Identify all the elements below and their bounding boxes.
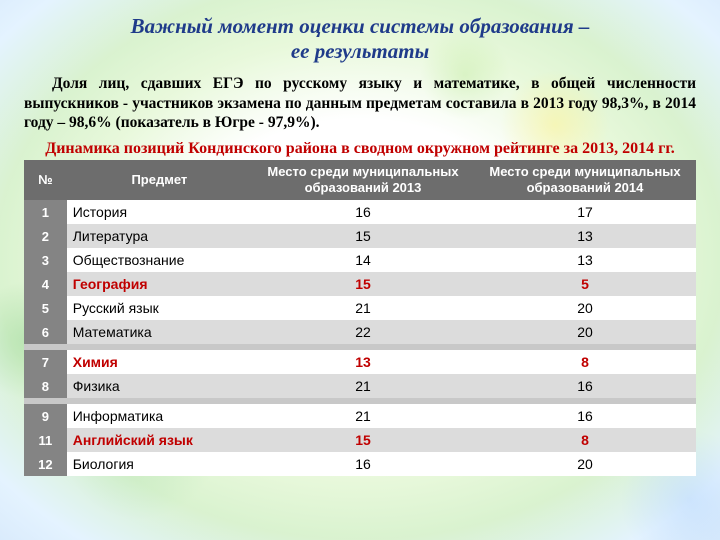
row-value-2013: 15 [252,272,474,296]
row-value-2013: 22 [252,320,474,344]
row-value-2014: 20 [474,452,696,476]
row-value-2013: 13 [252,350,474,374]
table-row: 3Обществознание1413 [24,248,696,272]
row-value-2014: 17 [474,200,696,224]
row-value-2013: 15 [252,224,474,248]
row-number: 1 [24,200,67,224]
table-row: 12Биология1620 [24,452,696,476]
row-number: 3 [24,248,67,272]
row-subject: География [67,272,252,296]
col-header-2013: Место среди муниципальных образований 20… [252,160,474,201]
table-row: 2Литература1513 [24,224,696,248]
row-value-2014: 20 [474,296,696,320]
row-value-2014: 16 [474,404,696,428]
row-subject: История [67,200,252,224]
slide: Важный момент оценки системы образования… [0,0,720,540]
row-value-2013: 15 [252,428,474,452]
row-value-2013: 16 [252,200,474,224]
row-subject: Математика [67,320,252,344]
page-title: Важный момент оценки системы образования… [24,14,696,64]
row-value-2014: 16 [474,374,696,398]
row-number: 7 [24,350,67,374]
row-number: 11 [24,428,67,452]
row-subject: Литература [67,224,252,248]
col-header-2014: Место среди муниципальных образований 20… [474,160,696,201]
row-number: 5 [24,296,67,320]
row-value-2014: 13 [474,224,696,248]
row-number: 4 [24,272,67,296]
row-value-2013: 21 [252,374,474,398]
row-subject: Информатика [67,404,252,428]
table-row: 4География155 [24,272,696,296]
table-row: 8Физика2116 [24,374,696,398]
table-body: 1История16172Литература15133Обществознан… [24,200,696,476]
page-title-line2: ее результаты [291,39,429,63]
row-number: 2 [24,224,67,248]
row-subject: Химия [67,350,252,374]
row-number: 8 [24,374,67,398]
row-subject: Физика [67,374,252,398]
row-value-2014: 8 [474,350,696,374]
table-row: 9Информатика2116 [24,404,696,428]
row-number: 12 [24,452,67,476]
row-subject: Обществознание [67,248,252,272]
row-value-2014: 5 [474,272,696,296]
row-value-2014: 13 [474,248,696,272]
row-value-2014: 20 [474,320,696,344]
row-value-2013: 21 [252,296,474,320]
row-value-2013: 21 [252,404,474,428]
row-subject: Русский язык [67,296,252,320]
body-paragraph: Доля лиц, сдавших ЕГЭ по русскому языку … [24,74,696,132]
col-header-num: № [24,160,67,201]
row-number: 9 [24,404,67,428]
table-row: 1История1617 [24,200,696,224]
row-subject: Биология [67,452,252,476]
table-caption: Динамика позиций Кондинского района в св… [24,139,696,158]
table-row: 11Английский язык158 [24,428,696,452]
table-header: № Предмет Место среди муниципальных обра… [24,160,696,201]
page-title-line1: Важный момент оценки системы образования… [131,14,590,38]
ranking-table: № Предмет Место среди муниципальных обра… [24,160,696,477]
row-value-2013: 14 [252,248,474,272]
row-subject: Английский язык [67,428,252,452]
table-row: 7Химия138 [24,350,696,374]
row-value-2014: 8 [474,428,696,452]
row-number: 6 [24,320,67,344]
table-row: 5Русский язык2120 [24,296,696,320]
row-value-2013: 16 [252,452,474,476]
col-header-subject: Предмет [67,160,252,201]
table-row: 6Математика2220 [24,320,696,344]
